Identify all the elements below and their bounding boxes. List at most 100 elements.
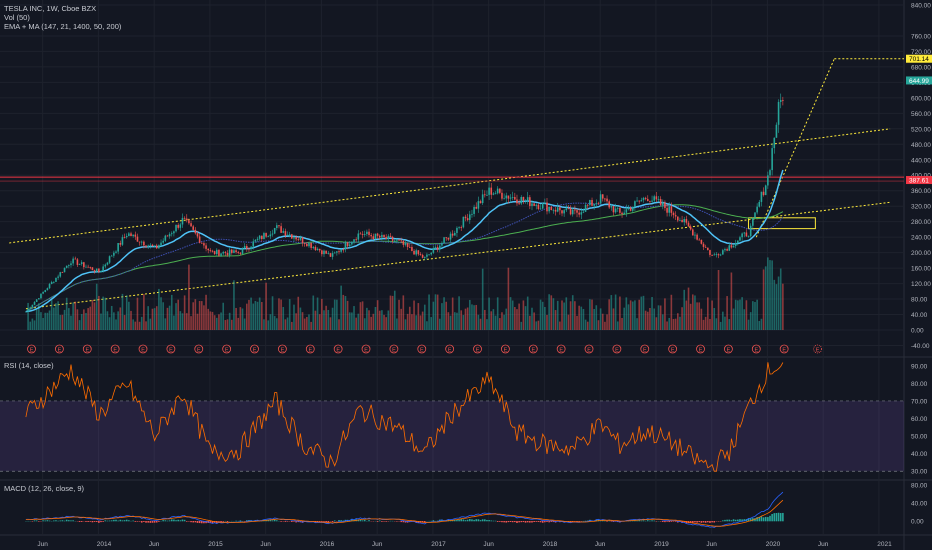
macd-hist-bar bbox=[769, 515, 771, 522]
candle-body bbox=[449, 233, 452, 240]
macd-hist-bar bbox=[203, 521, 205, 524]
candle-body bbox=[681, 219, 683, 223]
candle-body bbox=[430, 252, 433, 255]
macd-hist-bar bbox=[537, 521, 540, 522]
macd-hist-bar bbox=[325, 521, 327, 523]
macd-hist-bar bbox=[764, 516, 767, 522]
volume-bar bbox=[153, 308, 156, 330]
candle-body bbox=[494, 193, 497, 195]
volume-bar bbox=[331, 307, 334, 330]
volume-bar bbox=[393, 290, 396, 330]
candle-body bbox=[475, 206, 478, 209]
volume-bar bbox=[696, 302, 698, 330]
volume-bar bbox=[258, 297, 261, 330]
candle-body bbox=[387, 235, 390, 240]
candle-body bbox=[544, 202, 546, 204]
time-tick-label: Jun bbox=[260, 541, 271, 548]
volume-bar bbox=[511, 300, 514, 330]
macd-hist-bar bbox=[194, 521, 197, 523]
macd-hist-bar bbox=[181, 519, 184, 522]
candle-body bbox=[676, 216, 679, 221]
candle-body bbox=[700, 239, 703, 244]
volume-bar bbox=[190, 316, 192, 330]
earnings-marker-label: E bbox=[58, 347, 62, 353]
candle-body bbox=[490, 187, 493, 195]
rsi-tick-label: 70.00 bbox=[911, 398, 928, 405]
volume-bar bbox=[520, 321, 523, 330]
volume-bar bbox=[531, 307, 533, 330]
candle-body bbox=[91, 267, 94, 271]
macd-hist-bar bbox=[100, 521, 102, 523]
volume-bar bbox=[316, 297, 319, 330]
macd-hist-bar bbox=[722, 520, 724, 522]
candle-body bbox=[243, 246, 246, 249]
macd-hist-bar bbox=[749, 518, 752, 522]
candle-body bbox=[325, 250, 327, 254]
macd-hist-bar bbox=[552, 521, 555, 523]
candle-body bbox=[53, 281, 55, 283]
volume-bar bbox=[308, 314, 310, 330]
macd-hist-bar bbox=[98, 521, 100, 523]
candle-body bbox=[484, 194, 486, 196]
macd-hist-bar bbox=[396, 521, 398, 522]
volume-bar bbox=[758, 320, 761, 330]
volume-bar bbox=[683, 289, 686, 330]
macd-hist-bar bbox=[340, 520, 342, 522]
volume-bar bbox=[301, 312, 304, 330]
candle-body bbox=[218, 249, 220, 256]
candle-body bbox=[565, 208, 568, 211]
macd-hist-bar bbox=[68, 520, 70, 522]
volume-bar bbox=[271, 296, 274, 330]
volume-bar bbox=[284, 319, 287, 330]
volume-bar bbox=[471, 304, 473, 330]
earnings-marker-label: E bbox=[113, 347, 117, 353]
volume-bar bbox=[614, 294, 617, 330]
macd-hist-bar bbox=[61, 520, 64, 522]
macd-hist-bar bbox=[402, 521, 405, 523]
volume-bar bbox=[582, 308, 585, 330]
volume-bar bbox=[604, 321, 606, 330]
macd-hist-bar bbox=[505, 521, 508, 523]
candle-body bbox=[40, 293, 42, 299]
volume-bar bbox=[709, 318, 711, 330]
volume-bar bbox=[426, 321, 428, 330]
candle-body bbox=[752, 217, 754, 226]
macd-hist-bar bbox=[541, 521, 544, 523]
macd-axis: 80.00 40.00 0.00 bbox=[911, 483, 928, 526]
macd-hist-bar bbox=[651, 520, 653, 522]
volume-bar bbox=[507, 267, 510, 330]
candle-body bbox=[580, 212, 583, 215]
ema-21-line bbox=[25, 169, 784, 313]
volume-bar bbox=[773, 279, 776, 330]
candle-body bbox=[402, 240, 405, 245]
earnings-marker-label: E bbox=[643, 347, 647, 353]
macd-hist-bar bbox=[760, 516, 763, 522]
candle-body bbox=[466, 218, 469, 221]
macd-hist-bar bbox=[177, 519, 179, 522]
ma-50-line bbox=[25, 202, 784, 313]
volume-bar bbox=[224, 320, 227, 330]
candle-body bbox=[261, 235, 263, 240]
volume-bar bbox=[385, 317, 387, 330]
candle-body bbox=[303, 243, 306, 244]
earnings-marker-icon bbox=[138, 344, 148, 354]
volume-bar bbox=[100, 313, 102, 330]
candle-body bbox=[685, 218, 688, 223]
volume-bar bbox=[368, 310, 370, 330]
candle-body bbox=[316, 248, 319, 251]
candle-body bbox=[636, 200, 638, 202]
candle-body bbox=[389, 235, 392, 237]
macd-hist-bar bbox=[518, 521, 520, 523]
candle-body bbox=[593, 203, 595, 206]
macd-line bbox=[25, 491, 784, 528]
volume-bar bbox=[63, 309, 66, 330]
candle-body bbox=[35, 299, 38, 303]
macd-hist-bar bbox=[185, 521, 188, 522]
earnings-marker-icon bbox=[333, 344, 343, 354]
earnings-marker-icon bbox=[528, 344, 538, 354]
candle-body bbox=[464, 216, 467, 219]
volume-bar bbox=[194, 299, 197, 330]
macd-hist-bar bbox=[758, 516, 761, 522]
volume-bar bbox=[323, 310, 325, 330]
